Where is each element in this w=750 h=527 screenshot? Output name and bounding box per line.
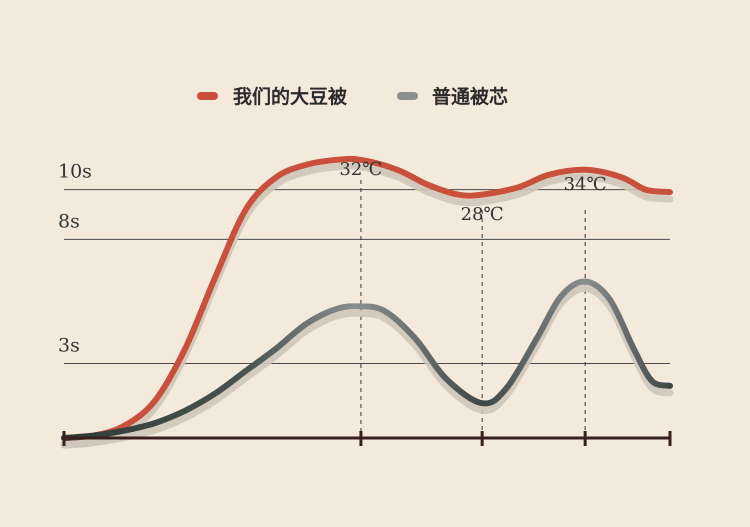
legend: 我们的大豆被 普通被芯: [197, 85, 508, 108]
series-line-1: [61, 278, 673, 441]
labels: 10s 8s 3s 32℃ 28℃ 34℃: [58, 159, 607, 357]
temperature-label-1: 28℃: [461, 204, 504, 225]
temperature-label-0: 32℃: [339, 159, 382, 180]
y-tick-label-10s: 10s: [58, 161, 92, 183]
temperature-label-2: 34℃: [564, 174, 607, 195]
series-shadow-0: [60, 162, 674, 449]
grid: [64, 189, 670, 364]
series-shadows: [60, 162, 674, 449]
legend-label-normal: 普通被芯: [432, 85, 508, 108]
y-tick-label-3s: 3s: [58, 335, 80, 357]
series-line-0: [61, 155, 673, 441]
series-lines: [61, 155, 673, 441]
x-axis: [62, 431, 672, 446]
y-tick-label-8s: 8s: [58, 210, 80, 232]
legend-label-ours: 我们的大豆被: [233, 85, 347, 108]
series-shadow-1: [60, 285, 674, 449]
